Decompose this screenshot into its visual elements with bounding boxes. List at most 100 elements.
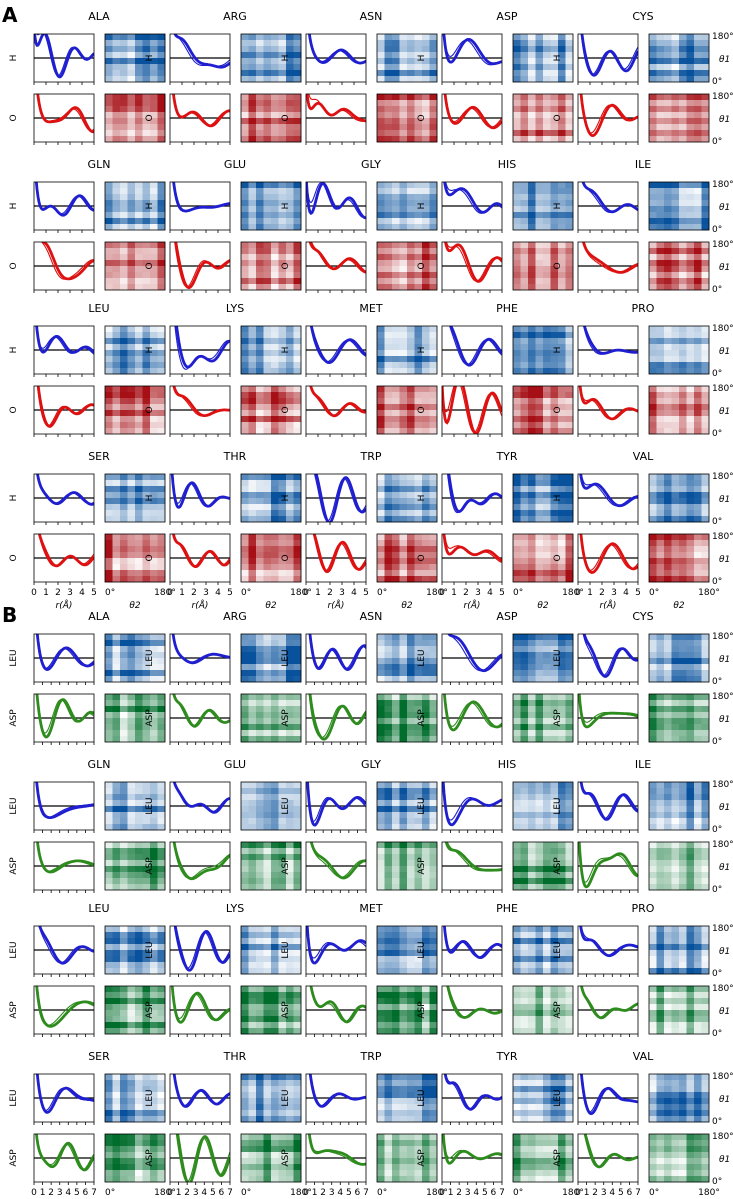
heatmap-cell: [422, 118, 430, 125]
heatmap-cell: [414, 272, 423, 279]
heatmap-frame: [104, 841, 166, 891]
heatmap-cell: [105, 278, 113, 285]
heatmap-cell: [550, 730, 559, 737]
heatmap-cell: [656, 344, 665, 351]
heatmap-cell: [241, 652, 249, 659]
heatmap-cell: [286, 718, 294, 725]
heatmap-cell: [528, 356, 536, 363]
heatmap-cell: [543, 794, 551, 801]
heatmap-cell: [407, 724, 415, 731]
heatmap-cell: [550, 812, 559, 819]
heatmap-cell: [543, 486, 551, 493]
heatmap-cell: [686, 392, 695, 399]
heatmap-cell: [565, 200, 574, 207]
heatmap-cell: [399, 248, 408, 255]
heatmap-cell: [293, 34, 302, 41]
theta1-max-label: 180°: [712, 32, 733, 42]
heatmap-cell: [407, 266, 415, 273]
heatmap-cell: [127, 676, 136, 683]
rdf-plot-a-pro-o: O: [553, 385, 639, 437]
heatmap-cell: [414, 118, 423, 125]
heatmap-cell: [278, 118, 287, 125]
heatmap-cell: [263, 724, 272, 731]
heatmap-cell: [543, 206, 551, 213]
heatmap-cell: [241, 806, 249, 813]
heatmap-cell: [157, 40, 166, 47]
row-label-asp: ASP: [281, 709, 291, 727]
heatmap-cell: [263, 422, 272, 429]
heatmap-cell: [528, 848, 536, 855]
heatmap-cell: [384, 872, 393, 879]
heatmap-frame: [648, 325, 710, 375]
heatmap-cell: [565, 736, 574, 743]
heatmap-cell: [656, 248, 665, 255]
heatmap-cell: [694, 818, 702, 825]
heatmap-cell: [429, 368, 438, 375]
heatmap-cell: [278, 1010, 287, 1017]
heatmap-cell: [377, 842, 385, 849]
heatmap-cell: [558, 398, 566, 405]
heatmap-cell: [384, 356, 393, 363]
heatmap-cell: [135, 576, 143, 583]
heatmap-cell: [429, 634, 438, 641]
heatmap-cell: [120, 70, 128, 77]
heatmap-cell: [414, 658, 423, 665]
angle-heatmap-a-arg-o: [240, 93, 302, 143]
heatmap-cell: [664, 254, 672, 261]
heatmap-cell: [150, 812, 158, 819]
curve-thick: [306, 926, 366, 965]
heatmap-cell: [142, 212, 151, 219]
heatmap-cell: [256, 712, 264, 719]
heatmap-cell: [135, 510, 143, 517]
heatmap-cell: [256, 788, 264, 795]
heatmap-cell: [127, 266, 136, 273]
heatmap-cell: [543, 878, 551, 885]
heatmap-cell: [112, 350, 121, 357]
heatmap-cell: [399, 386, 408, 393]
heatmap-cell: [112, 998, 121, 1005]
heatmap-cell: [558, 492, 566, 499]
heatmap-cell: [241, 1022, 249, 1029]
heatmap-cell: [520, 694, 529, 701]
heatmap-cell: [429, 788, 438, 795]
heatmap-cell: [671, 392, 680, 399]
heatmap-cell: [528, 992, 536, 999]
heatmap-cell: [135, 646, 143, 653]
heatmap-cell: [535, 534, 544, 541]
heatmap-cell: [248, 218, 257, 225]
heatmap-cell: [520, 950, 529, 957]
heatmap-frame: [512, 693, 574, 743]
heatmap-cell: [535, 58, 544, 65]
heatmap-cell: [513, 706, 521, 713]
heatmap-cell: [429, 510, 438, 517]
heatmap-cell: [694, 510, 702, 517]
heatmap-cell: [429, 646, 438, 653]
heatmap-cell: [422, 842, 430, 849]
heatmap-cell: [120, 326, 128, 333]
curve-thick: [172, 534, 230, 568]
heatmap-cell: [429, 486, 438, 493]
heatmap-cell: [399, 670, 408, 677]
rdf-plot-b-asn-asp: ASP: [281, 693, 367, 745]
heatmap-frame: [240, 985, 302, 1035]
heatmap-cell: [105, 350, 113, 357]
heatmap-cell: [686, 356, 695, 363]
heatmap-cell: [271, 534, 279, 541]
heatmap-cell: [256, 812, 264, 819]
heatmap-cell: [543, 800, 551, 807]
heatmap-cell: [543, 94, 551, 101]
heatmap-cell: [256, 956, 264, 963]
heatmap-cell: [384, 998, 393, 1005]
heatmap-cell: [550, 356, 559, 363]
curve-thick: [306, 94, 366, 123]
heatmap-cell: [528, 486, 536, 493]
heatmap-cell: [142, 404, 151, 411]
curve-thin: [174, 242, 230, 288]
heatmap-cell: [127, 94, 136, 101]
heatmap-cell: [543, 368, 551, 375]
heatmap-cell: [135, 540, 143, 547]
heatmap-cell: [414, 782, 423, 789]
heatmap-cell: [399, 212, 408, 219]
heatmap-cell: [241, 254, 249, 261]
heatmap-cell: [120, 956, 128, 963]
